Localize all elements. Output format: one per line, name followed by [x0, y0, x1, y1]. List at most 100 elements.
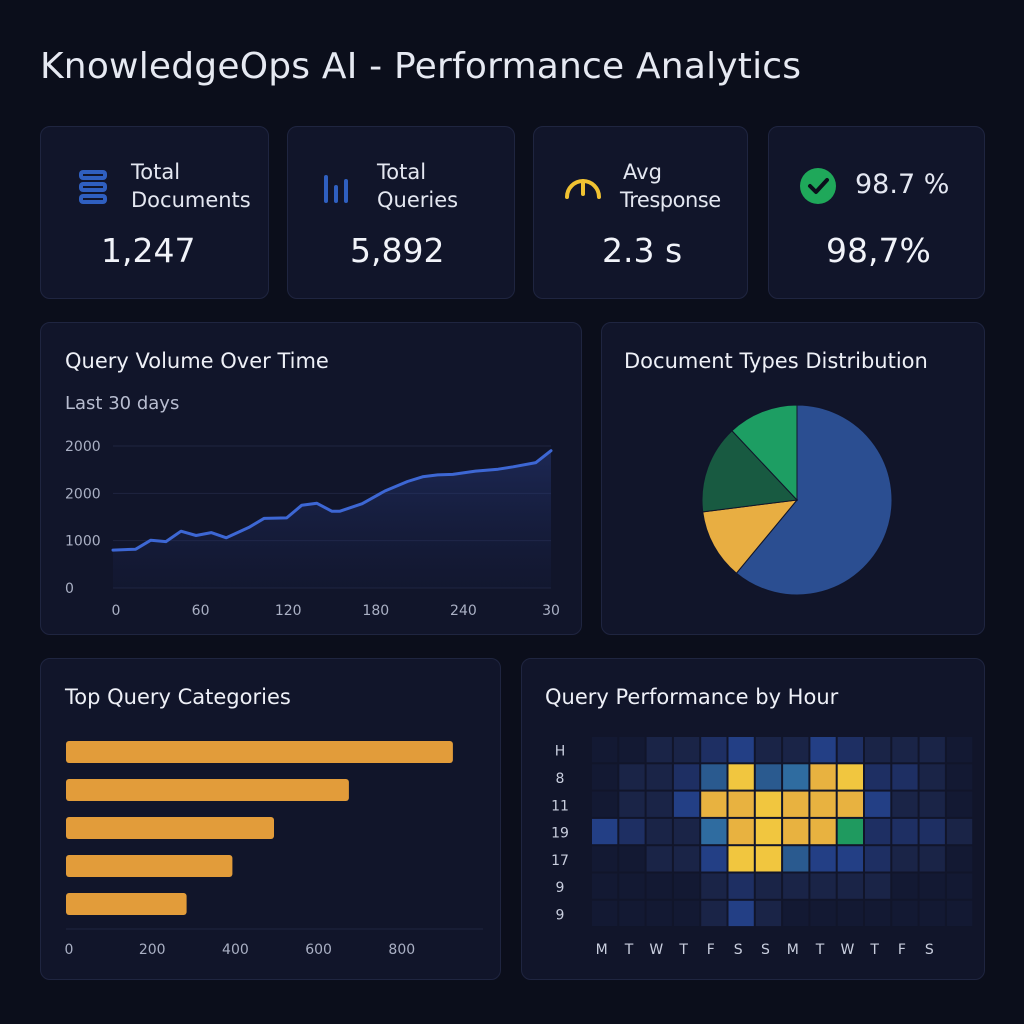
stat-label-line1: Total — [377, 160, 427, 184]
y-tick-label: 2000 — [65, 486, 101, 502]
card-title: Top Query Categories — [65, 685, 291, 709]
query-volume-card: Query Volume Over Time Last 30 days 0 100… — [40, 322, 582, 635]
heatmap-cell — [810, 873, 836, 899]
heatmap-cell — [892, 900, 918, 927]
y-tick-label: 1000 — [65, 534, 101, 550]
heatmap-cell — [946, 737, 973, 763]
heatmap-cell — [892, 764, 918, 790]
heatmap-cell — [728, 764, 754, 790]
x-tick-label: 60 — [192, 603, 210, 619]
gauge-icon — [562, 167, 604, 207]
category-bar — [66, 855, 233, 877]
heatmap-cell — [865, 846, 891, 872]
x-tick-label: 600 — [305, 942, 332, 958]
heatmap-cell — [728, 900, 754, 927]
card-title: Document Types Distribution — [624, 349, 928, 373]
heatmap-cell — [592, 764, 618, 790]
heatmap-cell — [892, 737, 918, 763]
check-circle-icon — [799, 167, 837, 209]
heatmap-cell — [673, 846, 700, 872]
heatmap-cell — [946, 791, 973, 817]
heatmap-cell — [755, 737, 782, 763]
heatmap-cell — [728, 818, 754, 845]
heatmap-cell — [755, 791, 782, 817]
top-categories-card: Top Query Categories 0 200 400 600 800 — [40, 658, 501, 980]
heatmap-cell — [673, 900, 700, 927]
document-types-pie-chart — [701, 404, 893, 596]
category-bar — [66, 779, 349, 801]
heatmap-cell — [837, 764, 863, 790]
heatmap-cell — [919, 900, 945, 927]
x-tick-label: 0 — [112, 603, 121, 619]
heatmap-cell — [810, 764, 836, 790]
x-tick-label: T — [624, 942, 634, 958]
heatmap-cell — [810, 846, 836, 872]
heatmap-cell — [646, 818, 672, 845]
heatmap-cell — [701, 818, 727, 845]
stat-label-line1: Total — [131, 160, 181, 184]
heatmap-cell — [783, 900, 809, 927]
heatmap-cell — [701, 873, 727, 899]
heatmap-cell — [619, 818, 645, 845]
heatmap-cell — [728, 791, 754, 817]
series-line — [111, 449, 553, 552]
bar-chart-icon — [322, 171, 352, 209]
stat-card-response[interactable]: Avg Tresponse 2.3 s — [533, 126, 748, 299]
x-tick-label: 240 — [450, 603, 477, 619]
y-tick-label: 17 — [551, 853, 569, 869]
heatmap-cell — [810, 900, 836, 927]
heatmap-cell — [673, 873, 700, 899]
heatmap-cell — [646, 764, 672, 790]
heatmap-cell — [946, 764, 973, 790]
heatmap-cell — [919, 818, 945, 845]
heatmap-cell — [837, 818, 863, 845]
heatmap-cell — [892, 873, 918, 899]
y-tick-label: 11 — [551, 798, 569, 814]
y-tick-label: H — [555, 744, 566, 760]
y-tick-label: 0 — [65, 581, 74, 597]
heatmap-cell — [783, 818, 809, 845]
heatmap-cell — [865, 900, 891, 927]
x-tick-label: W — [649, 942, 663, 958]
heatmap-cell — [592, 791, 618, 817]
stat-card-documents[interactable]: Total Documents 1,247 — [40, 126, 269, 299]
x-tick-label: 200 — [139, 942, 166, 958]
heatmap-cell — [837, 900, 863, 927]
heatmap-cell — [646, 791, 672, 817]
heatmap-cell — [946, 846, 973, 872]
heatmap-cell — [892, 818, 918, 845]
document-stack-icon — [77, 167, 109, 211]
x-tick-label: 120 — [275, 603, 302, 619]
heatmap-cell — [755, 818, 782, 845]
document-types-card: Document Types Distribution — [601, 322, 985, 635]
stat-value: 2.3 s — [602, 231, 683, 270]
heatmap-cell — [592, 737, 618, 763]
stat-card-accuracy[interactable]: 98.7 % 98,7% — [768, 126, 985, 299]
heatmap-cell — [810, 737, 836, 763]
heatmap-cell — [755, 846, 782, 872]
x-tick-label: 400 — [222, 942, 249, 958]
card-title: Query Volume Over Time — [65, 349, 329, 373]
heatmap-cell — [783, 846, 809, 872]
heatmap-cell — [783, 791, 809, 817]
x-tick-label: M — [596, 942, 608, 958]
area-fill — [113, 450, 551, 588]
x-tick-label: T — [815, 942, 825, 958]
heatmap-cell — [619, 846, 645, 872]
heatmap-cell — [837, 737, 863, 763]
heatmap-cell — [701, 737, 727, 763]
x-tick-label: S — [734, 942, 743, 958]
heatmap-cell — [701, 846, 727, 872]
heatmap-cell — [865, 737, 891, 763]
category-bar — [66, 741, 453, 763]
heatmap-cell — [865, 764, 891, 790]
heatmap-cell — [619, 873, 645, 899]
heatmap-cell — [755, 764, 782, 790]
stat-label-line2: Documents — [131, 188, 251, 212]
y-tick-label: 19 — [551, 826, 569, 842]
heatmap-cell — [619, 764, 645, 790]
heatmap-cell — [592, 900, 618, 927]
heatmap-cell — [701, 900, 727, 927]
category-bar — [66, 893, 187, 915]
stat-card-queries[interactable]: Total Queries 5,892 — [287, 126, 515, 299]
